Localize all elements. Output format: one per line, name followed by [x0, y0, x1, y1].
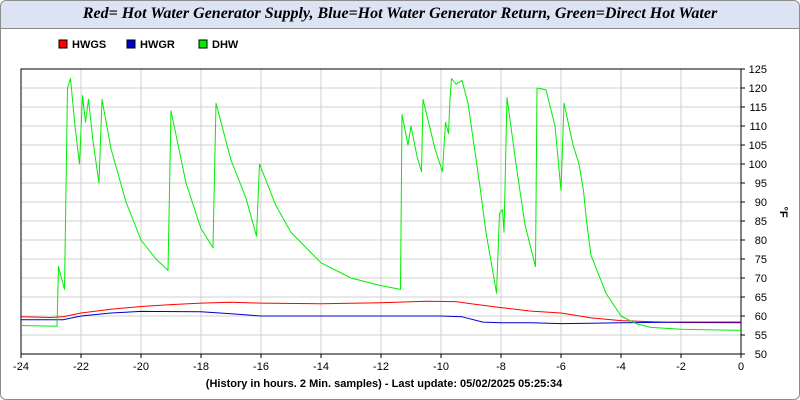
y-tick-label: 105: [749, 140, 767, 152]
x-tick-label: -4: [616, 361, 626, 373]
x-tick-label: -8: [496, 361, 506, 373]
y-tick-label: 55: [755, 330, 767, 342]
legend-swatch-dhw: [198, 39, 208, 49]
legend-label-hwgs: HWGS: [72, 39, 106, 51]
x-tick-label: -10: [433, 361, 449, 373]
x-tick-label: -12: [373, 361, 389, 373]
y-tick-label: 60: [755, 311, 767, 323]
x-tick-label: -16: [253, 361, 269, 373]
y-tick-label: 50: [755, 349, 767, 361]
y-tick-label: 90: [755, 197, 767, 209]
series-line-hwgs: [20, 300, 742, 324]
title-bar: Red= Hot Water Generator Supply, Blue=Ho…: [1, 1, 799, 29]
x-tick-label: -2: [676, 361, 686, 373]
legend-swatch-hwgr: [126, 39, 136, 49]
series-line-dhw: [20, 78, 742, 331]
legend-swatch-hwgs: [58, 39, 68, 49]
y-tick-label: 120: [749, 83, 767, 95]
chart-title: Red= Hot Water Generator Supply, Blue=Ho…: [82, 5, 718, 22]
grid: [20, 68, 742, 355]
series-layer: [20, 78, 742, 331]
x-tick-label: -6: [556, 361, 566, 373]
legend-label-hwgr: HWGR: [140, 39, 175, 51]
y-tick-label: 100: [749, 159, 767, 171]
x-tick-label: -20: [133, 361, 149, 373]
y-tick-label: 70: [755, 273, 767, 285]
y-tick-label: 65: [755, 292, 767, 304]
x-tick-label: -22: [73, 361, 89, 373]
y-axis-ticks: 50 55 60 65 70 75 80 85 90 95 100 105 110 115 120 125: [741, 64, 767, 361]
x-tick-label: -18: [193, 361, 209, 373]
x-tick-label: 0: [738, 361, 744, 373]
y-tick-label: 95: [755, 178, 767, 190]
y-axis-unit-label: °F: [777, 206, 789, 217]
y-tick-label: 125: [749, 64, 767, 76]
legend-label-dhw: DHW: [212, 39, 239, 51]
legend: HWGS HWGR DHW: [58, 39, 239, 51]
x-tick-label: -24: [13, 361, 29, 373]
series-line-hwgr: [21, 310, 741, 325]
x-axis-ticks: -24 -22 -20 -18 -16 -14 -12 -10 -8 -6 -4 -2 0: [13, 354, 744, 373]
x-axis-label: (History in hours. 2 Min. samples) - Las…: [206, 378, 563, 390]
y-tick-label: 110: [749, 121, 767, 133]
y-tick-label: 75: [755, 254, 767, 266]
y-tick-label: 80: [755, 235, 767, 247]
y-tick-label: 115: [749, 102, 767, 114]
x-tick-label: -14: [313, 361, 329, 373]
y-tick-label: 85: [755, 216, 767, 228]
